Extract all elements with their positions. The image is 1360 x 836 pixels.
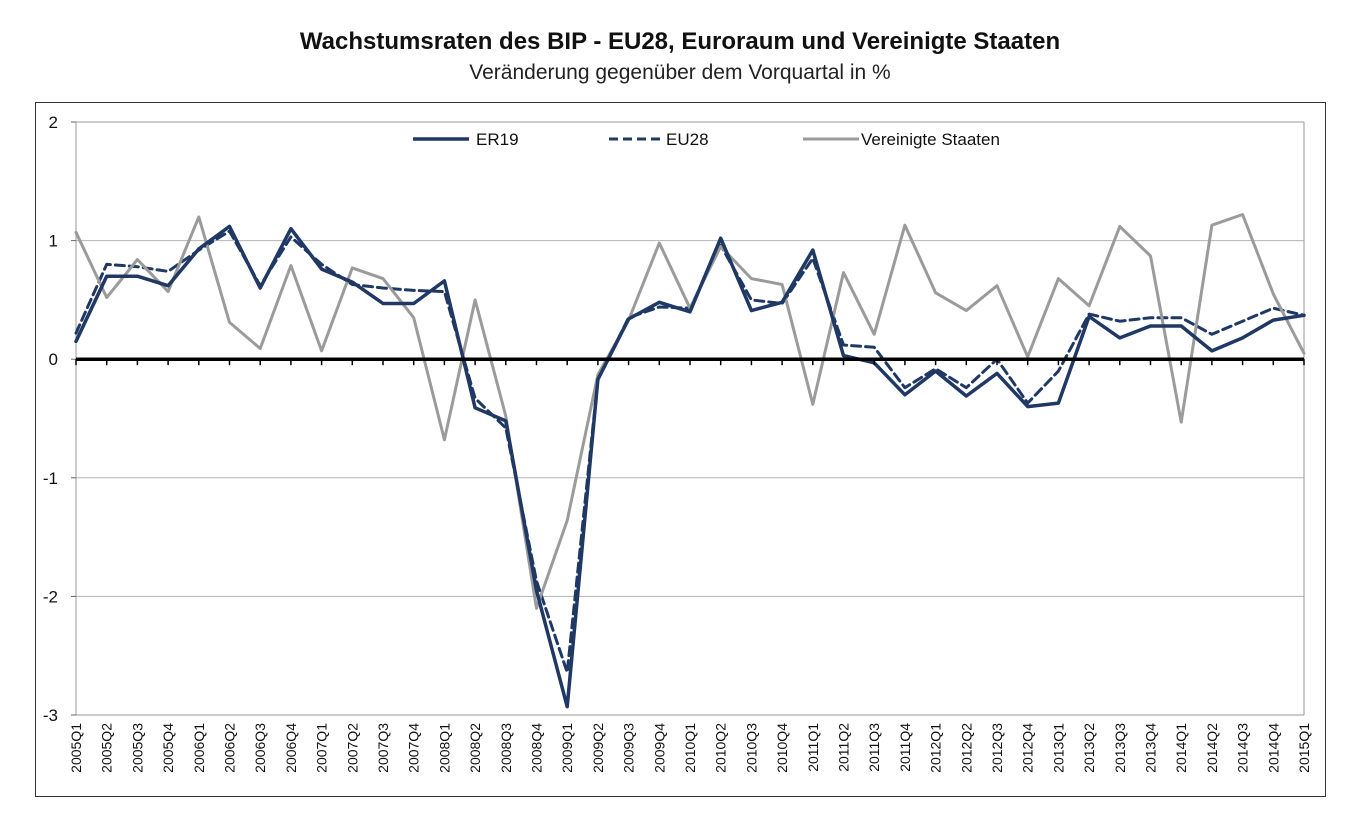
x-tick-label: 2009Q2 [590,723,606,773]
x-tick-label: 2007Q2 [344,723,360,773]
chart-subtitle: Veränderung gegenüber dem Vorquartal in … [469,61,891,84]
x-tick-label: 2010Q2 [713,723,729,773]
x-tick-label: 2006Q2 [222,723,238,773]
x-tick-label: 2008Q3 [498,723,514,773]
x-tick-label: 2013Q1 [1050,723,1066,773]
x-tick-label: 2012Q3 [989,723,1005,773]
x-tick-label: 2014Q3 [1235,723,1251,773]
legend-label: Vereinigte Staaten [861,130,1000,149]
x-tick-label: 2009Q1 [559,723,575,773]
series-line-eu28 [74,229,1306,674]
y-tick-label: -1 [43,469,58,488]
legend-label: EU28 [666,130,709,149]
x-tick-label: 2005Q4 [160,723,176,773]
x-tick-label: 2011Q3 [866,723,882,772]
x-tick-label: 2013Q2 [1081,723,1097,773]
x-tick-label: 2012Q4 [1020,723,1036,773]
x-tick-label: 2010Q4 [774,723,790,773]
x-tick-label: 2011Q1 [805,723,821,772]
x-tick-label: 2011Q4 [897,723,913,772]
x-tick-label: 2012Q1 [928,723,944,773]
x-tick-label: 2006Q3 [252,723,268,773]
y-tick-label: -3 [43,706,58,725]
x-tick-label: 2006Q1 [191,723,207,773]
chart-frame [35,102,1326,797]
x-tick-label: 2007Q3 [375,723,391,773]
x-tick-label: 2013Q3 [1112,723,1128,773]
x-tick-label: 2011Q2 [836,723,852,772]
x-tick-label: 2007Q1 [314,723,330,773]
y-tick-label: -2 [43,587,58,606]
x-tick-label: 2009Q3 [621,723,637,773]
x-tick-label: 2013Q4 [1143,723,1159,773]
x-tick-label: 2012Q2 [958,723,974,773]
x-tick-label: 2015Q1 [1296,723,1312,773]
x-tick-label: 2010Q3 [743,723,759,773]
legend-label: ER19 [476,130,519,149]
x-tick-label: 2014Q4 [1265,723,1281,773]
x-tick-label: 2014Q1 [1173,723,1189,773]
x-tick-label: 2006Q4 [283,723,299,773]
x-tick-label: 2008Q2 [467,723,483,773]
x-tick-label: 2005Q2 [99,723,115,773]
chart-title: Wachstumsraten des BIP - EU28, Euroraum … [299,28,1061,55]
x-tick-label: 2010Q1 [682,723,698,773]
y-tick-label: 0 [49,350,58,369]
x-tick-label: 2007Q4 [406,723,422,773]
x-tick-label: 2005Q1 [68,723,84,773]
x-tick-label: 2008Q4 [529,723,545,773]
x-tick-label: 2005Q3 [129,723,145,773]
y-tick-label: 2 [49,113,58,132]
series-line-er19 [74,224,1306,709]
x-tick-label: 2008Q1 [436,723,452,773]
x-tick-label: 2014Q2 [1204,723,1220,773]
series-line-vereinigte-staaten [74,213,1306,610]
x-tick-label: 2009Q4 [651,723,667,773]
y-tick-label: 1 [49,232,58,251]
